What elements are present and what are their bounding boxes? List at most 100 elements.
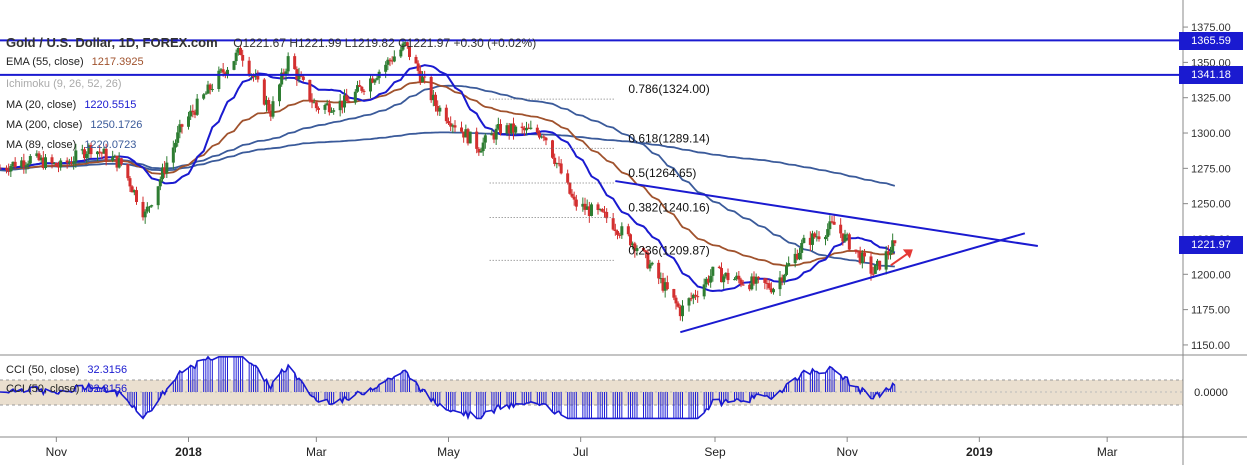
candle-body <box>663 282 667 291</box>
candle-body <box>596 204 600 210</box>
indicator-value: 1220.5515 <box>84 99 137 111</box>
candle-body <box>464 129 468 138</box>
candle-body <box>87 145 91 154</box>
symbol-title: Gold / U.S. Dollar, 1D, FOREX.com <box>6 35 218 50</box>
candle-body <box>839 224 843 234</box>
candle-body <box>325 103 329 105</box>
candle-body <box>401 43 405 50</box>
candle-body <box>52 162 56 164</box>
candle-body <box>399 49 403 57</box>
x-tick-label: Sep <box>704 445 726 459</box>
candle-body <box>826 229 830 237</box>
candle-body <box>522 128 526 131</box>
candle-body <box>332 110 336 112</box>
candle-body <box>284 71 288 75</box>
series-line-ma89 <box>0 84 895 268</box>
candle-body <box>802 237 806 244</box>
candle-body <box>568 182 572 194</box>
candle-body <box>512 123 515 133</box>
candle-body <box>128 178 132 187</box>
candle-body <box>642 248 645 251</box>
candle-body <box>178 124 182 133</box>
indicator-legend-ma20[interactable]: MA (20, close) 1220.5515 <box>6 99 136 111</box>
candle-body <box>856 251 860 253</box>
candle-body <box>863 252 866 257</box>
candle-body <box>800 243 804 253</box>
fib-level-label: 0.618(1289.14) <box>628 131 709 145</box>
candle-body <box>0 168 2 170</box>
candle-body <box>765 282 769 284</box>
candle-body <box>711 266 715 276</box>
candle-body <box>163 167 167 174</box>
indicator-legend-ema55[interactable]: EMA (55, close) 1217.3925 <box>6 56 144 68</box>
candle-body <box>535 127 539 133</box>
candle-body <box>50 157 54 164</box>
candle-body <box>423 76 427 78</box>
candle-body <box>236 47 240 53</box>
candle-body <box>689 298 693 300</box>
candle-body <box>754 276 758 284</box>
candle-body <box>26 163 30 166</box>
x-tick-label: Mar <box>306 445 327 459</box>
candle-body <box>286 56 290 72</box>
candle-body <box>709 275 713 283</box>
indicator-label: MA (20, close) <box>6 99 77 111</box>
candle-body <box>752 276 756 284</box>
x-tick-label: Jul <box>573 445 588 459</box>
candle-body <box>353 91 357 103</box>
candle-body <box>691 294 695 299</box>
price-badge-1365: 1365.59 <box>1179 32 1243 50</box>
series-line-ma200 <box>0 131 896 187</box>
cci-legend-1[interactable]: CCI (50, close) 32.3156 <box>6 364 127 376</box>
indicator-value: 1217.3925 <box>91 56 144 68</box>
candle-body <box>598 209 602 211</box>
candle-body <box>223 72 227 75</box>
candle-body <box>434 94 437 106</box>
candle-body <box>483 135 487 143</box>
cci-legend-2[interactable]: CCI (50, close) 32.3156 <box>6 383 127 395</box>
candle-body <box>605 211 609 219</box>
candle-body <box>104 148 108 161</box>
candle-body <box>429 76 433 101</box>
candle-body <box>733 279 736 281</box>
candle-body <box>449 123 453 127</box>
candle-body <box>143 211 147 218</box>
candle-body <box>119 158 123 165</box>
candle-body <box>111 156 115 161</box>
candle-body <box>763 278 767 283</box>
candle-body <box>171 147 175 163</box>
trendline <box>680 232 1026 334</box>
candle-body <box>750 276 754 290</box>
cci-line <box>0 355 896 421</box>
candle-body <box>704 278 708 285</box>
candle-body <box>566 173 570 183</box>
candle-body <box>778 277 782 290</box>
candle-body <box>635 248 639 252</box>
candle-body <box>674 297 678 304</box>
x-tick-label: Nov <box>836 445 857 459</box>
candle-body <box>54 162 58 167</box>
candle-body <box>514 126 518 133</box>
candle-body <box>559 163 563 174</box>
candle-body <box>202 94 206 99</box>
candle-body <box>323 104 327 110</box>
candle-body <box>769 288 773 293</box>
candle-body <box>817 236 821 240</box>
indicator-legend-ichimoku[interactable]: Ichimoku (9, 26, 52, 26) <box>6 78 122 90</box>
x-tick-label: May <box>437 445 460 459</box>
candle-body <box>356 85 359 92</box>
candle-body <box>20 160 24 168</box>
indicator-legend-ma200[interactable]: MA (200, close) 1250.1726 <box>6 119 142 131</box>
candle-body <box>85 153 89 159</box>
candle-body <box>403 42 407 44</box>
candle-body <box>603 211 606 213</box>
candle-body <box>694 294 697 297</box>
candle-body <box>555 163 559 165</box>
candle-body <box>358 85 362 87</box>
candle-body <box>7 169 11 172</box>
candle-body <box>371 78 375 83</box>
candle-body <box>741 284 745 286</box>
indicator-legend-ma89[interactable]: MA (89, close) 1220.0723 <box>6 139 136 151</box>
x-tick-label: Mar <box>1097 445 1118 459</box>
